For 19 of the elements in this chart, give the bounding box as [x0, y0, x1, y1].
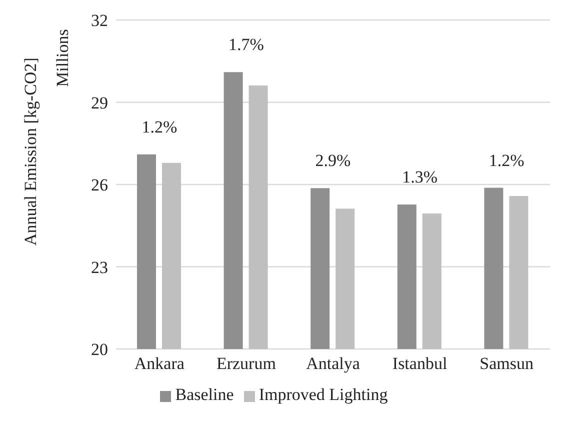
- x-tick-label: Istanbul: [392, 354, 448, 374]
- y-tick-label: 32: [91, 11, 108, 30]
- legend-label: Baseline: [175, 385, 234, 404]
- y-tick-label: 26: [91, 176, 108, 195]
- annotation: 1.7%: [228, 35, 264, 54]
- annotation: 1.2%: [142, 117, 178, 136]
- x-tick-label: Ankara: [134, 354, 185, 374]
- x-tick-label: Samsun: [480, 354, 534, 374]
- y-tick-label: 23: [91, 258, 108, 277]
- y-axis-title: Annual Emission [kg-CO2]: [21, 58, 40, 246]
- annotation: 1.3%: [402, 168, 438, 187]
- legend-label: Improved Lighting: [258, 385, 388, 404]
- x-tick-label: Antalya: [306, 354, 360, 374]
- annotation: 2.9%: [315, 151, 351, 170]
- annotation: 1.2%: [488, 150, 524, 170]
- x-tick-label: Erzurum: [216, 354, 276, 374]
- text: Millions: [53, 29, 72, 87]
- y-tick-label: 20: [91, 340, 108, 360]
- y-tick-label: 29: [91, 93, 108, 112]
